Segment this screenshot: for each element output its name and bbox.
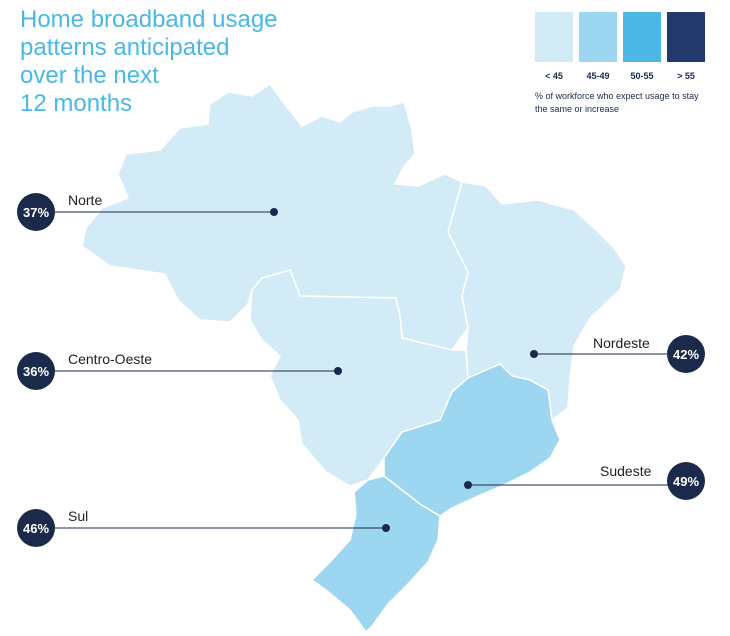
legend-swatch-gt55 — [667, 12, 705, 62]
region-norte — [81, 82, 469, 351]
marker-nordeste — [530, 350, 538, 358]
legend-swatch-lt45 — [535, 12, 573, 62]
title-line-2: patterns anticipated — [20, 34, 230, 61]
badge-centro-oeste: 36% — [17, 352, 55, 390]
badge-sul: 46% — [17, 509, 55, 547]
legend-note: % of workforce who expect usage to stay … — [535, 91, 699, 114]
label-norte: Norte — [68, 192, 103, 208]
legend-range-45-49: 45-49 — [586, 71, 610, 81]
title-line-3: over the next — [20, 62, 159, 89]
region-nordeste — [447, 181, 627, 422]
region-sudeste — [383, 363, 561, 517]
badge-norte: 37% — [17, 193, 55, 231]
label-sudeste: Sudeste — [600, 463, 652, 479]
legend-range-gt55: > 55 — [677, 71, 695, 81]
legend: < 45 45-49 50-55 > 55 % of workforce who… — [535, 12, 705, 116]
title-line-1: Home broadband usage — [20, 6, 278, 33]
map-title: Home broadband usage patterns anticipate… — [20, 6, 320, 118]
legend-swatches — [535, 12, 705, 62]
legend-swatch-45-49 — [579, 12, 617, 62]
legend-ranges: < 45 45-49 50-55 > 55 — [535, 71, 705, 81]
legend-range-50-55: 50-55 — [630, 71, 654, 81]
legend-range-lt45: < 45 — [545, 71, 563, 81]
badge-sudeste: 49% — [667, 462, 705, 500]
label-centro-oeste: Centro-Oeste — [68, 351, 153, 367]
badge-nordeste: 42% — [667, 335, 705, 373]
region-sul — [310, 475, 441, 634]
marker-norte — [270, 208, 278, 216]
marker-centro-oeste — [334, 367, 342, 375]
title-line-4: 12 months — [20, 90, 133, 117]
legend-swatch-50-55 — [623, 12, 661, 62]
label-nordeste: Nordeste — [593, 335, 650, 351]
marker-sul — [382, 524, 390, 532]
marker-sudeste — [464, 481, 472, 489]
label-sul: Sul — [68, 508, 89, 524]
